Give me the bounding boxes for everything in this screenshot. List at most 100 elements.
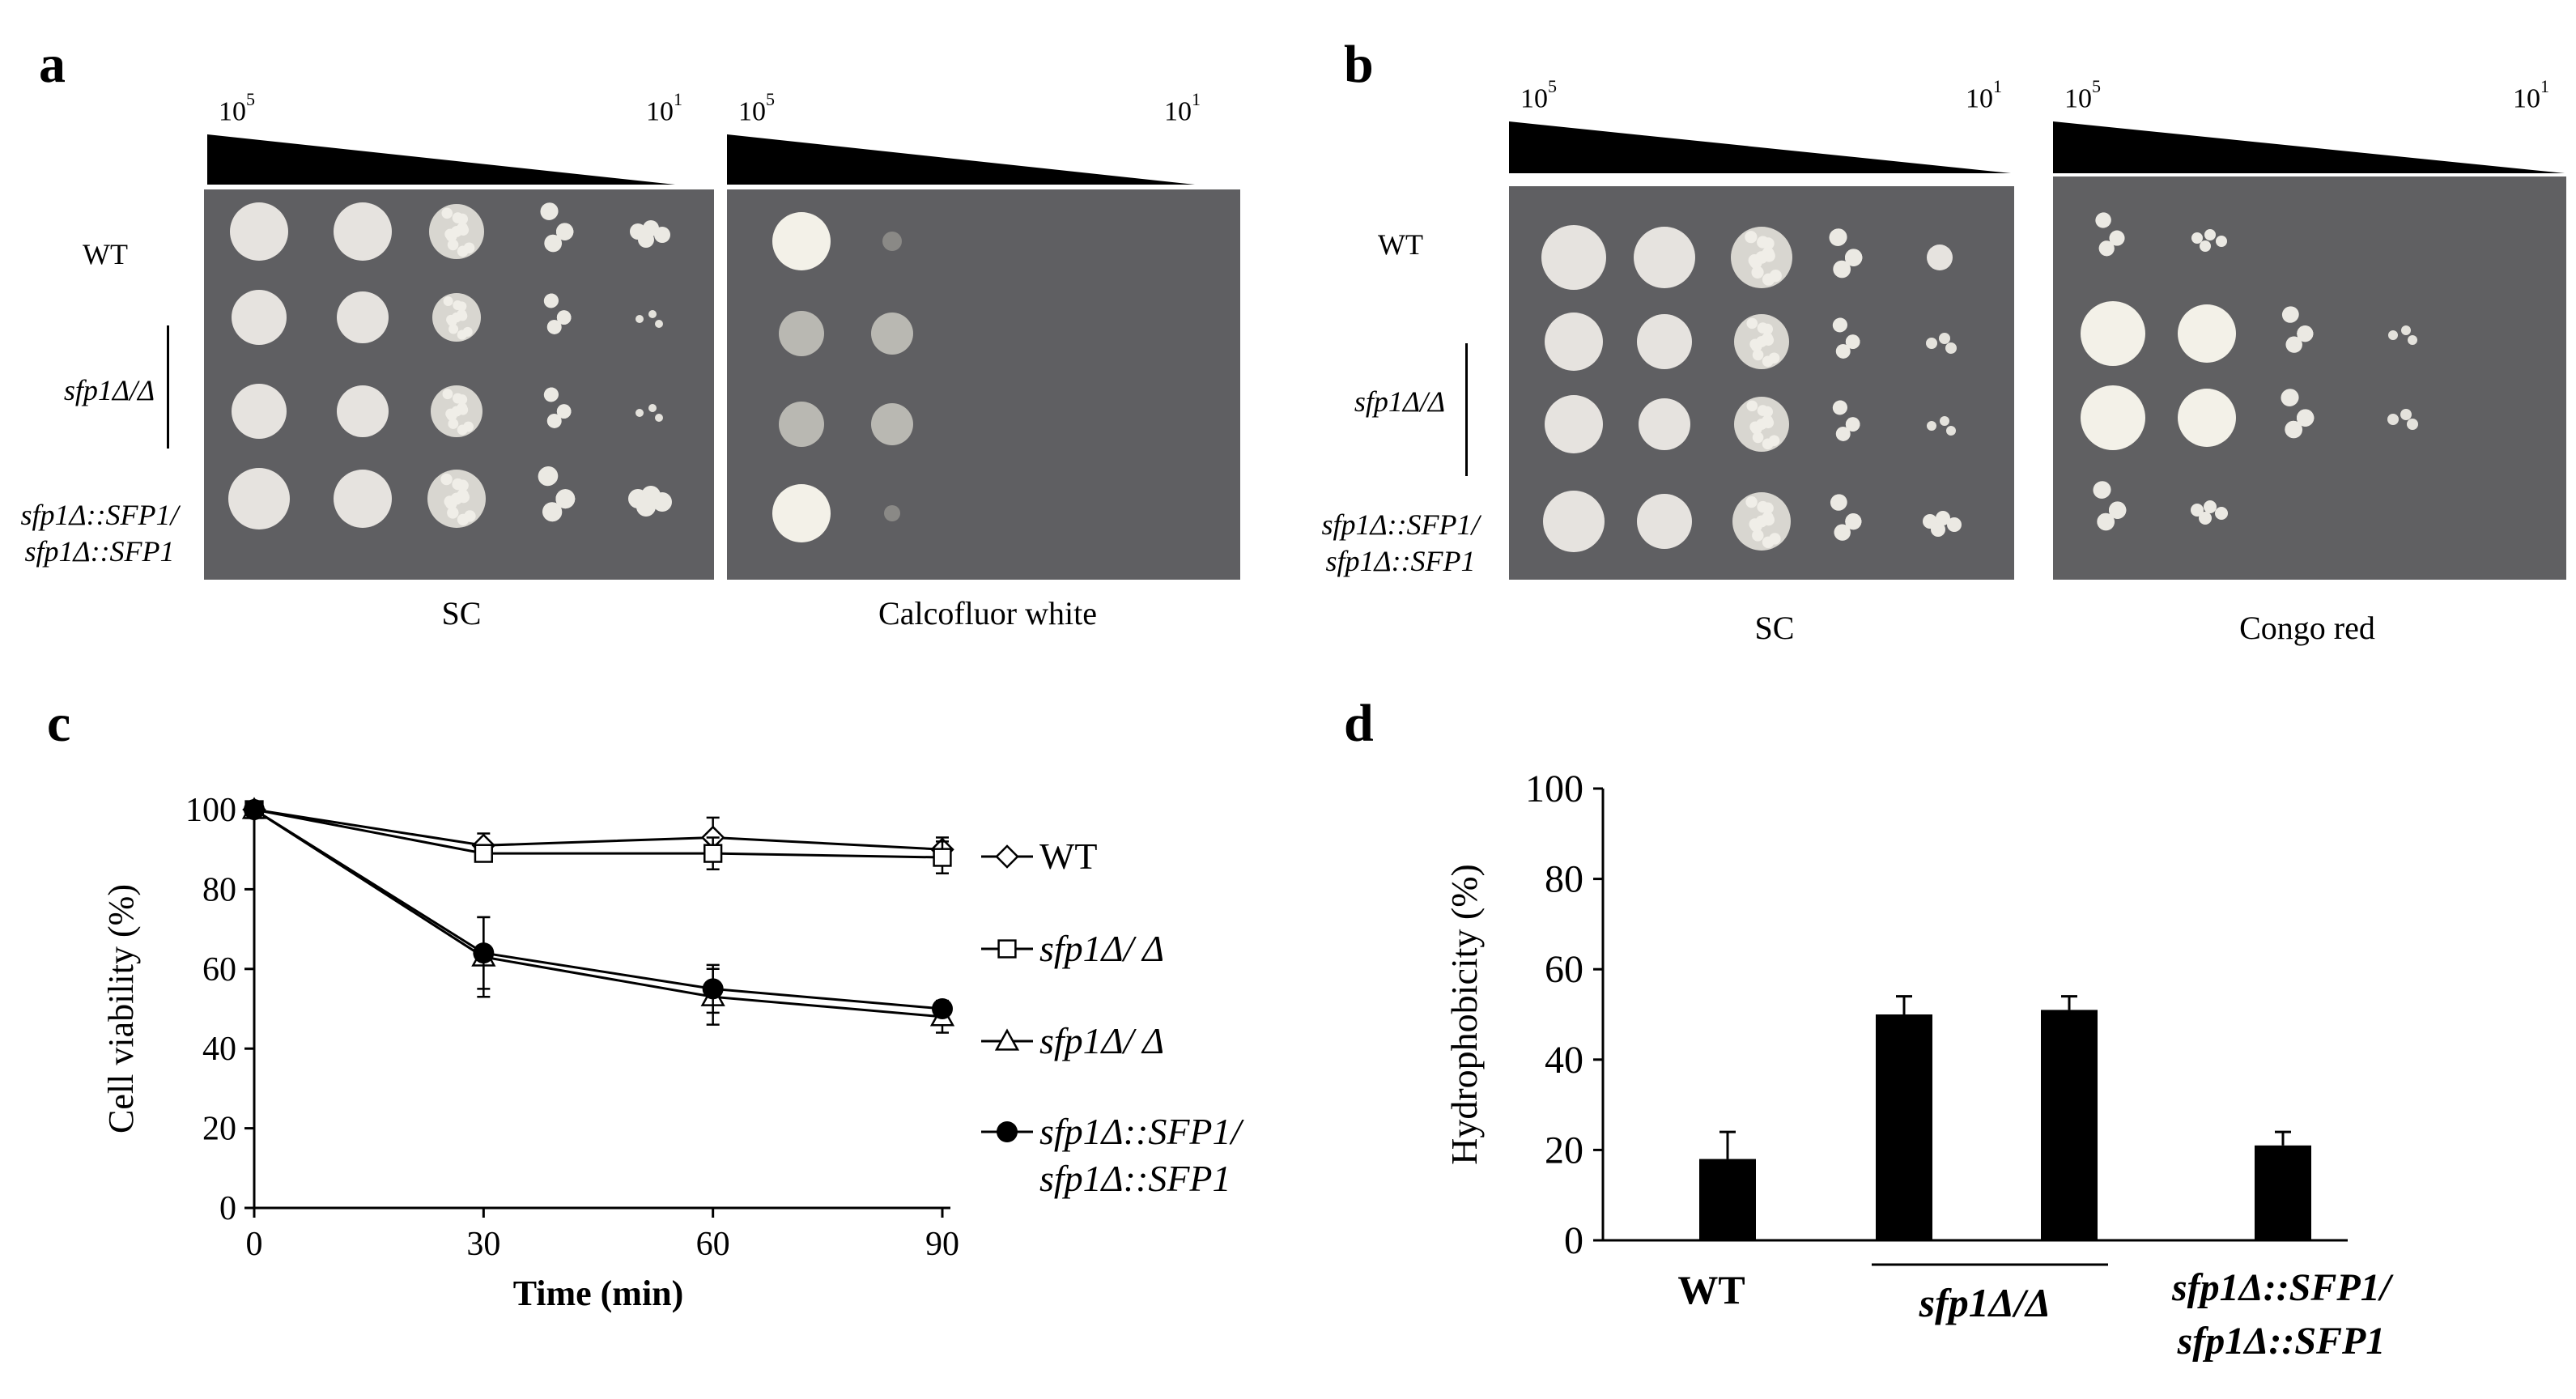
colony-spots <box>772 212 913 542</box>
colony-spot <box>1541 225 1606 290</box>
colony-spot <box>337 291 389 343</box>
colony-spot <box>2191 504 2204 517</box>
colony-spot <box>334 470 392 528</box>
category-label: sfp1Δ::SFP1/ <box>2171 1266 2395 1309</box>
colony-spot <box>871 403 913 445</box>
colony-spot <box>1945 342 1957 354</box>
colony-spot <box>538 466 559 486</box>
dilution-wedge <box>727 134 1195 185</box>
colony-spot <box>2178 389 2236 447</box>
plate-sc <box>204 189 714 580</box>
colony-spot <box>1845 417 1860 432</box>
colony-grain <box>1762 536 1775 548</box>
panel-letter-c: c <box>47 694 71 753</box>
colony-grain <box>457 330 467 340</box>
series-2 <box>241 797 955 1034</box>
data-point <box>473 942 495 964</box>
cell-viability-chart: 0 20 40 60 80 100 0 30 60 90 Time (min) Cell viabil… <box>101 792 1245 1313</box>
data-point <box>995 844 1019 869</box>
y-tick-label: 80 <box>202 871 236 908</box>
colony-grain <box>1752 432 1764 444</box>
colony-spot <box>1545 313 1603 371</box>
colony-spot <box>779 402 824 447</box>
y-tick-label: 0 <box>1564 1219 1583 1262</box>
colony-spot <box>2081 385 2145 450</box>
colony-spots <box>2081 212 2418 531</box>
colony-spot <box>1543 491 1605 552</box>
colony-spot <box>542 502 562 521</box>
data-point <box>932 998 953 1019</box>
y-tick-label: 20 <box>202 1111 236 1148</box>
y-tick-label: 0 <box>219 1190 236 1227</box>
y-tick-label: 20 <box>1545 1129 1583 1172</box>
colony-spot <box>1845 513 1862 530</box>
colony-spot <box>653 492 672 512</box>
colony-spot <box>1835 427 1851 441</box>
x-tick-label: 90 <box>925 1226 959 1263</box>
significance-label: *** <box>2063 1380 2123 1384</box>
colony-spot <box>1927 245 1953 270</box>
colony-grain <box>1752 349 1764 361</box>
colony-grain <box>441 207 453 219</box>
series-line <box>253 808 943 851</box>
series-line <box>253 808 943 1018</box>
colony-grain <box>1762 355 1774 368</box>
series-line <box>253 808 943 1010</box>
colony-spot <box>638 232 654 248</box>
colony-spot <box>871 313 913 355</box>
legend-label: sfp1Δ/ Δ <box>1039 928 1164 969</box>
colony-spot <box>1835 344 1851 359</box>
panel-letter-d: d <box>1344 694 1374 753</box>
colony-grain <box>457 394 468 405</box>
colony-spot <box>882 232 902 251</box>
x-tick-label: 60 <box>696 1226 730 1263</box>
data-point <box>997 939 1017 959</box>
colony-spot <box>1947 517 1962 532</box>
colony-spot <box>1939 333 1950 344</box>
colony-spot <box>779 311 824 356</box>
colony-grain <box>1745 231 1758 244</box>
colony-grain <box>1762 323 1774 335</box>
colony-spot <box>2199 512 2212 525</box>
colony-spot <box>2204 500 2217 513</box>
colony-spot <box>1830 228 1847 246</box>
colony-grain <box>1762 406 1774 418</box>
bar <box>1876 1014 1932 1240</box>
plate-label-calcofluor: Calcofluor white <box>878 595 1097 631</box>
bar <box>2041 1010 2098 1240</box>
colony-spots <box>1541 225 1962 552</box>
colony-grain <box>1762 502 1774 514</box>
colony-spot <box>635 409 644 417</box>
legend-label: sfp1Δ::SFP1/ <box>1039 1111 1245 1152</box>
colony-spot <box>648 404 657 412</box>
y-tick-label: 100 <box>185 792 236 829</box>
colony-spots <box>228 202 672 529</box>
colony-spot <box>2200 240 2211 252</box>
y-axis-label: Hydrophobicity (%) <box>1443 864 1485 1165</box>
colony-grain <box>447 239 459 251</box>
colony-spot <box>228 468 290 529</box>
data-point <box>994 1028 1020 1051</box>
series-line <box>253 808 943 859</box>
colony-spot <box>1940 416 1949 426</box>
colony-spot <box>1936 511 1950 525</box>
colony-spot <box>654 227 670 243</box>
colony-grain <box>443 296 453 307</box>
colony-spot <box>544 293 559 308</box>
dilution-high-label: 105 <box>2064 76 2101 114</box>
colony-grain <box>457 479 469 491</box>
colony-grain <box>457 301 467 312</box>
colony-spot <box>1833 317 1848 333</box>
colony-spot <box>2081 301 2145 366</box>
y-tick-label: 40 <box>1545 1039 1583 1082</box>
colony-spot <box>544 234 562 253</box>
legend-item: WT <box>981 836 1098 877</box>
colony-grain <box>442 389 453 400</box>
dilution-wedge <box>2053 121 2565 173</box>
colony-spot <box>541 202 559 220</box>
legend-label: sfp1Δ/ Δ <box>1039 1020 1164 1061</box>
plate-congo-red <box>2053 176 2566 580</box>
colony-grain <box>457 491 470 504</box>
y-tick-label: 60 <box>202 951 236 989</box>
colony-grain <box>1762 273 1775 286</box>
